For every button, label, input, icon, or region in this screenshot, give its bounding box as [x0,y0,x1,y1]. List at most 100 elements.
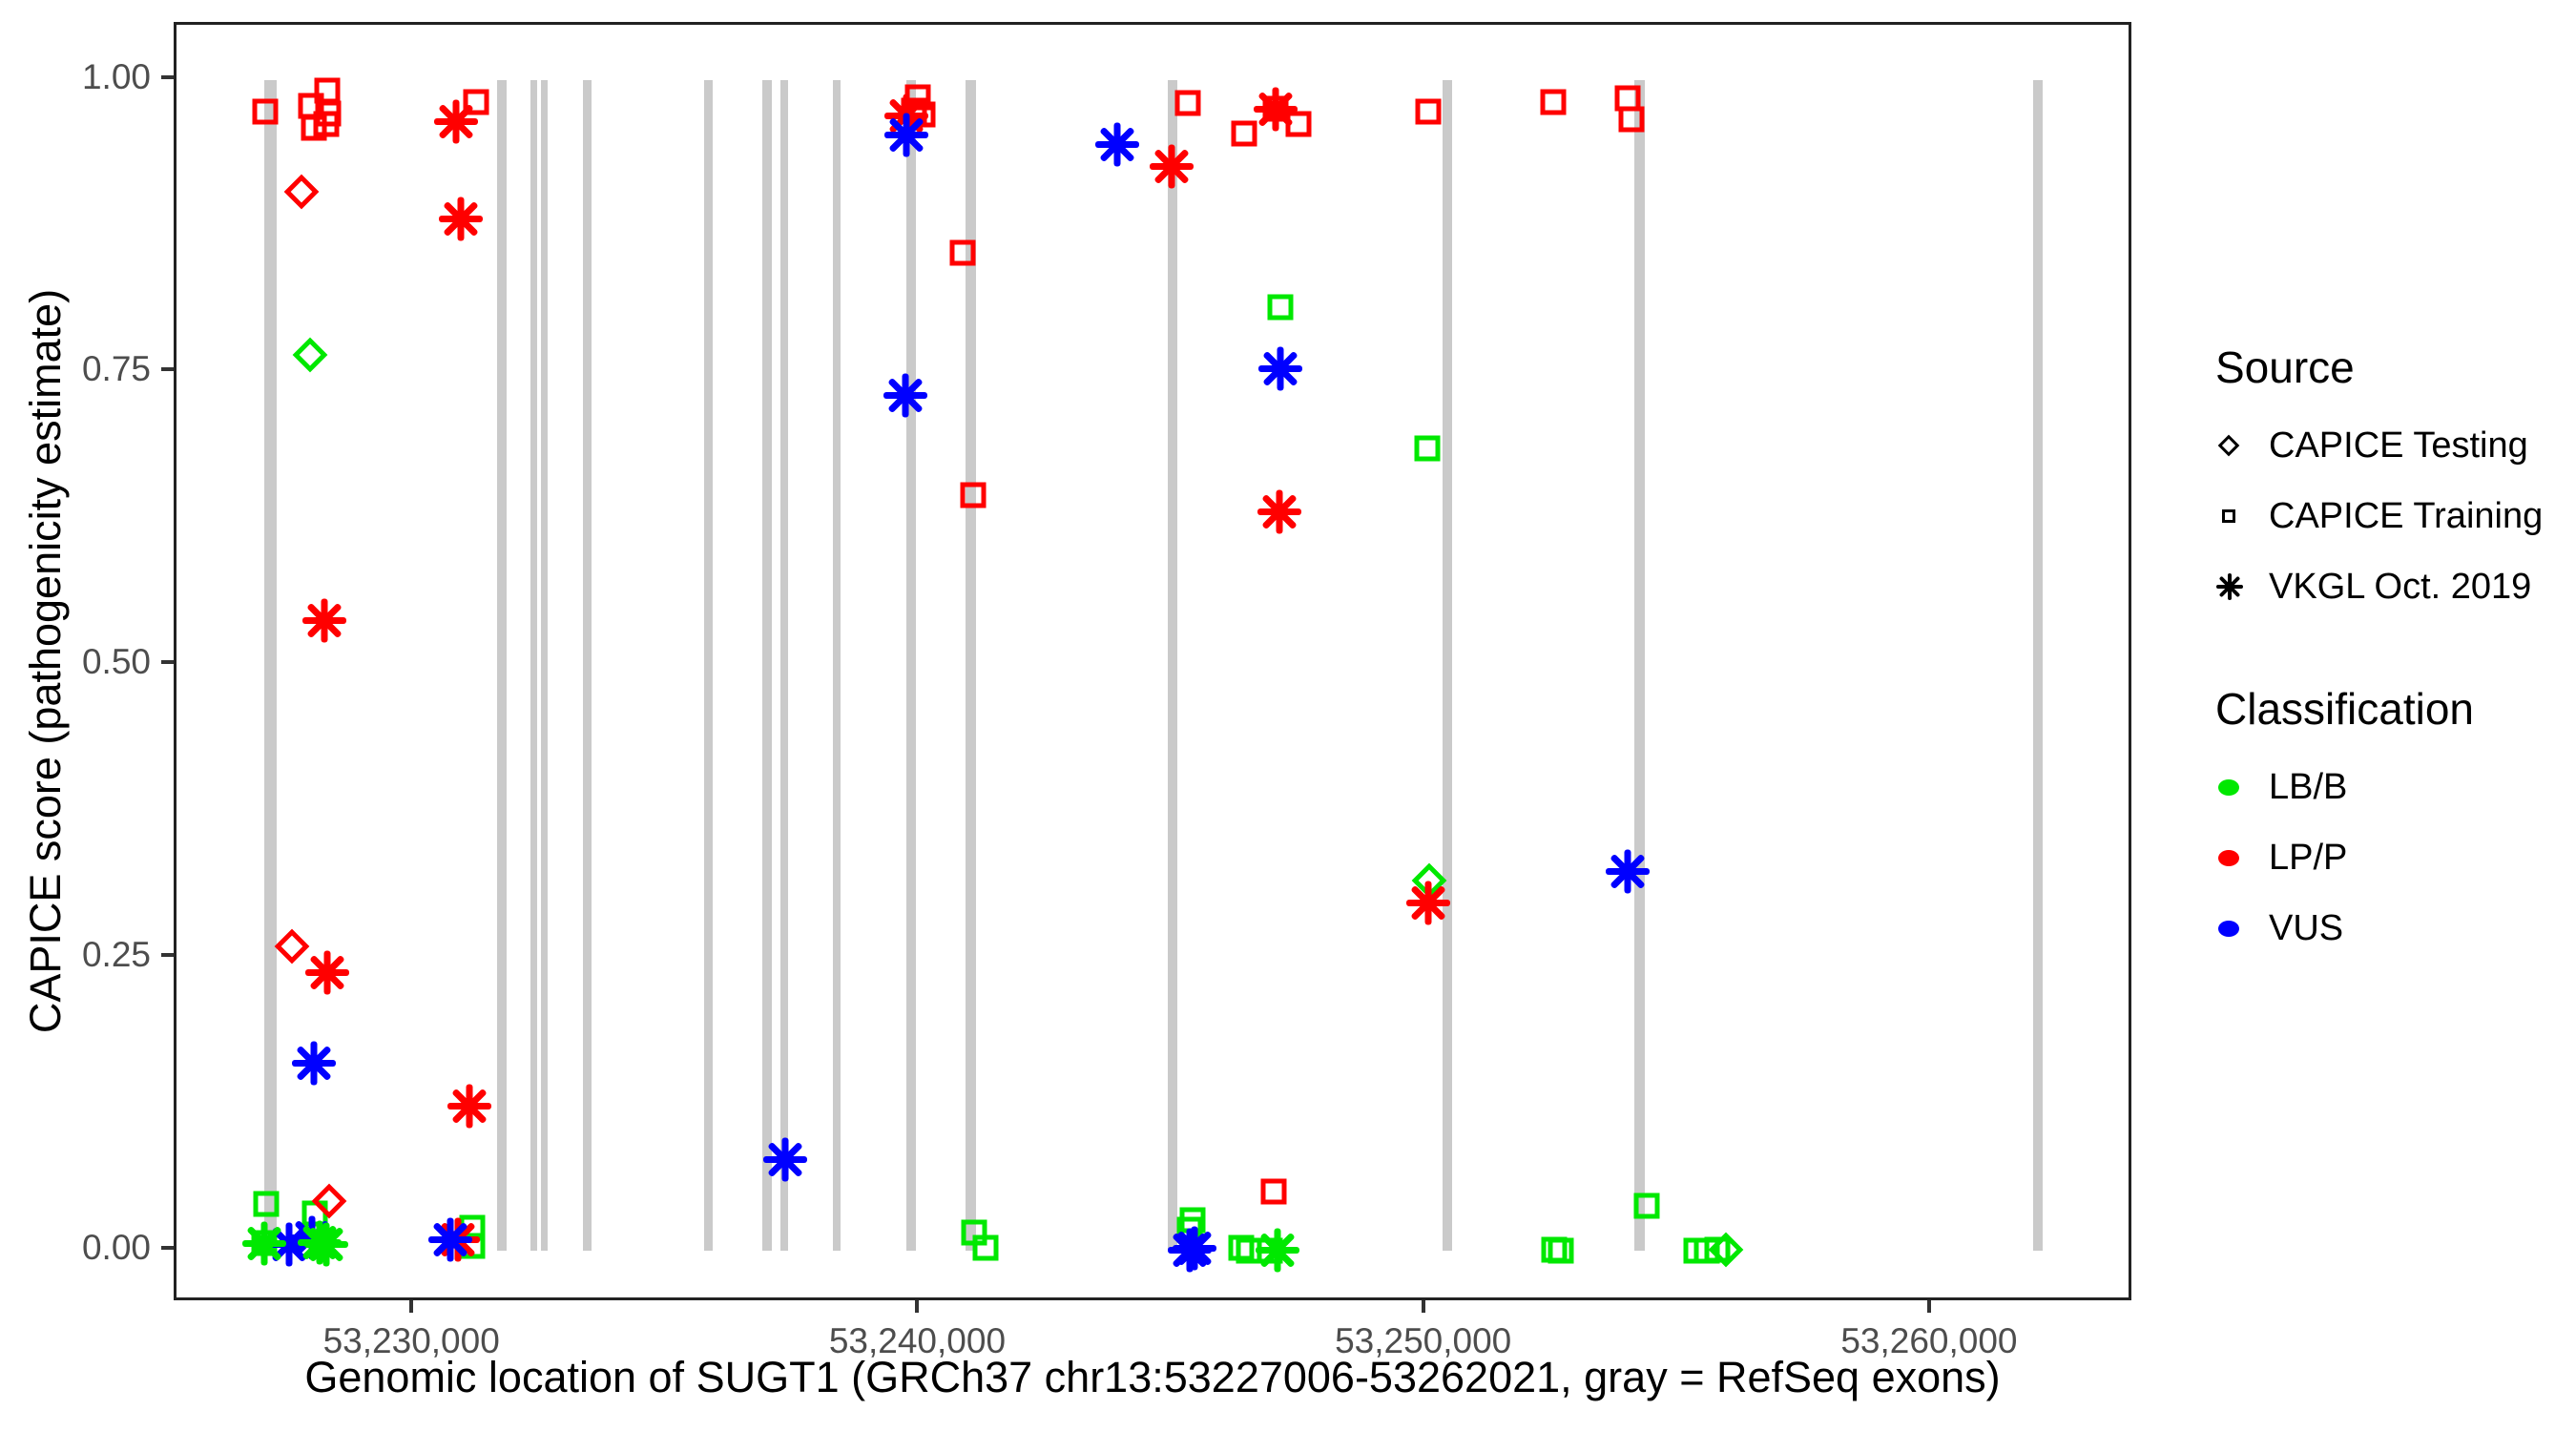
data-point-asterisk [1167,1228,1212,1273]
data-point-square [1174,90,1201,116]
refseq-exon-bar [906,79,917,1251]
refseq-exon-bar [762,79,773,1251]
data-point-square [463,89,489,115]
legend: Source CAPICE Testing CAPICE Training VKGL… [2215,342,2568,964]
data-point-square [1633,1192,1660,1219]
data-point-asterisk [292,1041,337,1086]
data-point-square [1548,1237,1574,1264]
y-tick-mark [161,367,174,372]
refseq-exon-bar [2033,79,2044,1251]
data-point-asterisk [1257,489,1301,534]
x-tick-label: 53,240,000 [828,1321,1007,1360]
data-point-asterisk [302,598,347,643]
y-tick-label: 0.75 [81,349,151,389]
y-axis-title: CAPICE score (pathogenicity estimate) [21,288,70,1034]
legend-item: LB/B [2215,752,2568,822]
data-point-asterisk [447,1084,492,1129]
refseq-exon-bar [1167,79,1177,1251]
y-tick-mark [161,74,174,79]
data-point-asterisk [1253,87,1298,132]
legend-item: VUS [2215,893,2568,964]
refseq-exon-bar [530,79,537,1251]
plot-panel [174,22,2131,1300]
refseq-exon-bar [833,79,841,1251]
y-tick-label: 0.50 [81,642,151,682]
legend-square-icon [2215,509,2269,523]
refseq-exon-bar [497,79,508,1251]
data-point-asterisk [305,950,350,995]
data-point-asterisk [883,373,928,418]
data-point-square [1267,294,1294,321]
legend-item: CAPICE Training [2215,481,2568,551]
y-tick-label: 0.00 [81,1227,151,1267]
data-point-asterisk [267,1222,312,1267]
legend-asterisk-icon [2215,573,2269,600]
data-point-square [972,1234,999,1261]
x-tick-mark [409,1300,414,1313]
legend-item-label: VKGL Oct. 2019 [2269,566,2532,607]
data-point-asterisk [242,1221,287,1266]
y-tick-mark [161,1245,174,1250]
data-point-asterisk [1149,144,1194,189]
legend-diamond-icon [2215,434,2269,457]
legend-dot-icon [2215,778,2269,796]
data-point-square [315,100,342,127]
data-point-square [1704,1236,1731,1263]
data-point-asterisk [434,99,479,144]
data-point-asterisk [1257,346,1302,391]
refseq-exon-bar [703,79,713,1251]
data-point-square [1618,106,1645,133]
y-tick-mark [161,953,174,957]
y-tick-label: 1.00 [81,56,151,96]
legend-item: LP/P [2215,822,2568,893]
data-point-square [1231,120,1257,147]
refseq-exon-bar [263,79,278,1251]
refseq-exon-bar [540,79,548,1251]
data-point-diamond [292,337,328,373]
legend-dot-icon [2215,920,2269,937]
data-point-diamond [283,175,320,210]
x-axis-title: Genomic location of SUGT1 (GRCh37 chr13:… [304,1353,2001,1401]
refseq-exon-bar [780,79,789,1251]
data-point-square [1415,98,1442,125]
data-point-square [949,239,976,266]
legend-item-label: VUS [2269,907,2344,948]
data-point-asterisk [439,197,484,241]
x-tick-mark [1926,1300,1931,1313]
data-point-asterisk [884,113,929,157]
data-point-asterisk [1605,849,1650,894]
data-point-square [1260,1178,1287,1205]
y-tick-mark [161,660,174,665]
data-point-asterisk [304,1222,349,1267]
x-tick-label: 53,260,000 [1840,1321,2018,1360]
legend-dot-icon [2215,849,2269,866]
data-point-asterisk [428,1217,473,1262]
legend-item-label: CAPICE Testing [2269,425,2528,466]
data-point-square [252,98,279,125]
data-point-asterisk [763,1137,808,1182]
legend-classification-title: Classification [2215,684,2474,734]
data-point-diamond [274,928,310,964]
x-tick-label: 53,250,000 [1335,1321,1512,1360]
y-tick-label: 0.25 [81,935,151,974]
refseq-exon-bar [582,79,592,1251]
x-tick-mark [1421,1300,1425,1313]
refseq-exon-bar [965,79,977,1251]
legend-item-label: LB/B [2269,766,2348,807]
legend-source-title: Source [2215,342,2355,392]
data-point-asterisk [1405,881,1450,925]
refseq-exon-bar [1634,79,1646,1251]
data-point-square [253,1191,280,1217]
legend-item-label: LP/P [2269,837,2348,878]
legend-item: VKGL Oct. 2019 [2215,551,2568,622]
legend-item: CAPICE Testing [2215,410,2568,481]
data-point-asterisk [1094,122,1139,167]
x-tick-mark [915,1300,920,1313]
data-point-asterisk [1255,1228,1299,1273]
data-point-square [1414,435,1441,462]
data-point-square [1540,89,1567,115]
data-point-square [960,482,987,508]
x-tick-label: 53,230,000 [322,1321,500,1360]
legend-source-items: CAPICE Testing CAPICE Training VKGL Oct. 2… [2215,410,2568,622]
